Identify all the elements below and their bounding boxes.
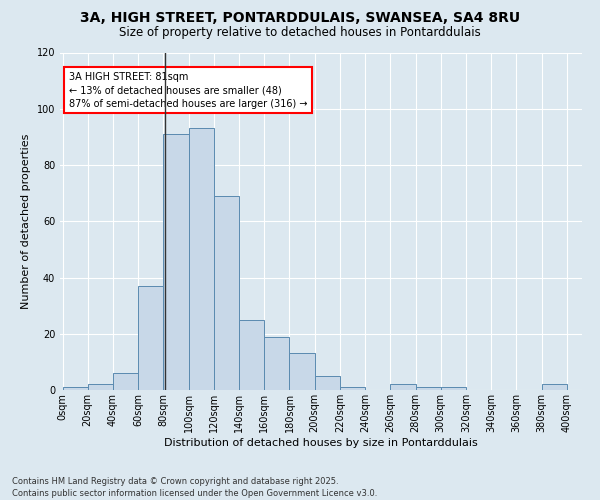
Y-axis label: Number of detached properties: Number of detached properties — [21, 134, 31, 309]
Bar — [239, 320, 264, 390]
Bar — [214, 196, 239, 390]
Text: Size of property relative to detached houses in Pontarddulais: Size of property relative to detached ho… — [119, 26, 481, 39]
Bar — [289, 354, 314, 390]
Bar — [416, 387, 441, 390]
Text: 3A HIGH STREET: 81sqm
← 13% of detached houses are smaller (48)
87% of semi-deta: 3A HIGH STREET: 81sqm ← 13% of detached … — [69, 72, 307, 108]
X-axis label: Distribution of detached houses by size in Pontarddulais: Distribution of detached houses by size … — [164, 438, 478, 448]
Bar — [314, 376, 340, 390]
Bar — [264, 336, 289, 390]
Bar — [113, 373, 138, 390]
Bar — [138, 286, 163, 390]
Bar — [542, 384, 567, 390]
Text: Contains HM Land Registry data © Crown copyright and database right 2025.
Contai: Contains HM Land Registry data © Crown c… — [12, 476, 377, 498]
Bar — [188, 128, 214, 390]
Bar — [441, 387, 466, 390]
Bar — [340, 387, 365, 390]
Bar — [163, 134, 188, 390]
Bar — [62, 387, 88, 390]
Bar — [391, 384, 416, 390]
Bar — [88, 384, 113, 390]
Text: 3A, HIGH STREET, PONTARDDULAIS, SWANSEA, SA4 8RU: 3A, HIGH STREET, PONTARDDULAIS, SWANSEA,… — [80, 12, 520, 26]
